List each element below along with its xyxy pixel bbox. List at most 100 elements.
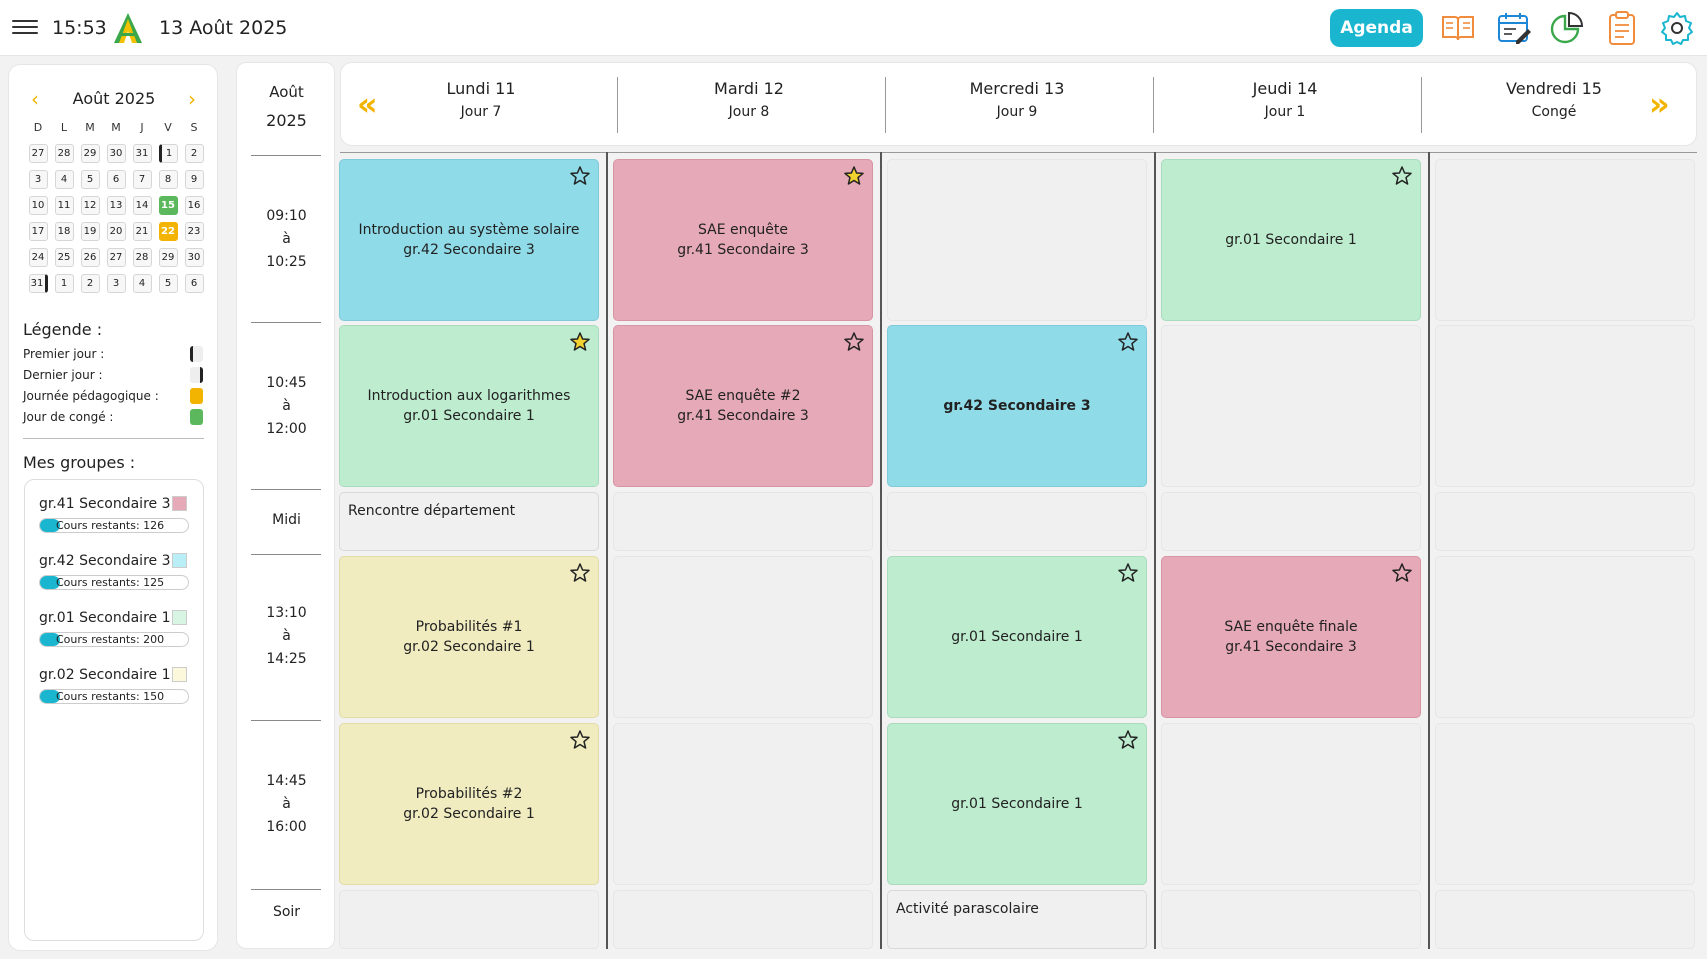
calendar-day[interactable]: 28 — [132, 248, 152, 267]
star-icon[interactable] — [844, 332, 864, 352]
course-slot[interactable]: Probabilités #2 gr.02 Secondaire 1 — [339, 723, 599, 885]
calendar-day[interactable]: 27 — [106, 248, 126, 267]
calendar-day[interactable]: 9 — [184, 170, 204, 189]
evening-slot[interactable]: Activité parascolaire — [887, 890, 1147, 949]
calendar-day[interactable]: 23 — [184, 222, 204, 241]
star-icon[interactable] — [1392, 166, 1412, 186]
calendar-day-pedagogical[interactable]: 22 — [158, 222, 178, 241]
calendar-day[interactable]: 26 — [80, 248, 100, 267]
evening-slot[interactable] — [339, 890, 599, 949]
book-icon[interactable] — [1440, 10, 1476, 46]
star-icon[interactable] — [1118, 730, 1138, 750]
empty-slot[interactable] — [1435, 556, 1695, 718]
calendar-edit-icon[interactable] — [1496, 10, 1532, 46]
noon-slot[interactable]: Rencontre département — [339, 492, 599, 551]
calendar-day[interactable]: 2 — [184, 144, 204, 163]
calendar-day[interactable]: 4 — [54, 170, 74, 189]
calendar-day[interactable]: 16 — [184, 196, 204, 215]
next-month-icon[interactable]: › — [188, 87, 196, 111]
calendar-day[interactable]: 8 — [158, 170, 178, 189]
group-item[interactable]: gr.02 Secondaire 1 Cours restants: 150 — [39, 665, 189, 704]
calendar-day[interactable]: 25 — [54, 248, 74, 267]
calendar-day-holiday[interactable]: 15 — [158, 196, 178, 215]
empty-slot[interactable] — [1161, 325, 1421, 487]
previous-week-icon[interactable]: « — [357, 85, 378, 123]
calendar-day[interactable]: 1 — [54, 274, 74, 293]
agenda-button[interactable]: Agenda — [1330, 9, 1423, 47]
calendar-day[interactable]: 3 — [28, 170, 48, 189]
calendar-day[interactable]: 3 — [106, 274, 126, 293]
empty-slot[interactable] — [887, 159, 1147, 321]
noon-slot[interactable] — [1161, 492, 1421, 551]
time-column: Août 2025 09:10 à 10:25 10:45 à 12:00 Mi… — [236, 62, 335, 949]
noon-slot[interactable] — [1435, 492, 1695, 551]
calendar-day[interactable]: 20 — [106, 222, 126, 241]
calendar-day[interactable]: 21 — [132, 222, 152, 241]
pie-chart-icon[interactable] — [1549, 10, 1585, 46]
group-item[interactable]: gr.42 Secondaire 3 Cours restants: 125 — [39, 551, 189, 590]
course-slot[interactable]: SAE enquête gr.41 Secondaire 3 — [613, 159, 873, 321]
empty-slot[interactable] — [1435, 325, 1695, 487]
menu-icon[interactable] — [12, 16, 38, 40]
calendar-day[interactable]: 12 — [80, 196, 100, 215]
empty-slot[interactable] — [613, 556, 873, 718]
clipboard-icon[interactable] — [1604, 10, 1640, 46]
calendar-day[interactable]: 10 — [28, 196, 48, 215]
gear-icon[interactable] — [1659, 10, 1695, 46]
calendar-day[interactable]: 13 — [106, 196, 126, 215]
calendar-day[interactable]: 27 — [28, 144, 48, 163]
logo — [114, 13, 142, 43]
calendar-day[interactable]: 30 — [184, 248, 204, 267]
group-item[interactable]: gr.41 Secondaire 3 Cours restants: 126 — [39, 494, 189, 533]
calendar-day[interactable]: 7 — [132, 170, 152, 189]
calendar-day[interactable]: 4 — [132, 274, 152, 293]
course-slot[interactable]: gr.01 Secondaire 1 — [1161, 159, 1421, 321]
evening-slot[interactable] — [1161, 890, 1421, 949]
calendar-day[interactable]: 11 — [54, 196, 74, 215]
calendar-day[interactable]: 6 — [106, 170, 126, 189]
star-icon[interactable] — [570, 563, 590, 583]
course-slot[interactable]: SAE enquête finale gr.41 Secondaire 3 — [1161, 556, 1421, 718]
star-icon[interactable] — [570, 730, 590, 750]
course-slot[interactable]: gr.42 Secondaire 3 — [887, 325, 1147, 487]
star-icon[interactable] — [1118, 332, 1138, 352]
previous-month-icon[interactable]: ‹ — [31, 87, 39, 111]
calendar-day[interactable]: 30 — [106, 144, 126, 163]
calendar-day-first-day[interactable]: 1 — [158, 144, 178, 163]
star-icon[interactable] — [570, 166, 590, 186]
course-slot[interactable]: SAE enquête #2 gr.41 Secondaire 3 — [613, 325, 873, 487]
calendar-day[interactable]: 5 — [80, 170, 100, 189]
star-icon[interactable] — [1118, 563, 1138, 583]
calendar-day[interactable]: 5 — [158, 274, 178, 293]
course-slot[interactable]: gr.01 Secondaire 1 — [887, 723, 1147, 885]
evening-slot[interactable] — [613, 890, 873, 949]
empty-slot[interactable] — [613, 723, 873, 885]
course-slot[interactable]: gr.01 Secondaire 1 — [887, 556, 1147, 718]
group-item[interactable]: gr.01 Secondaire 1 Cours restants: 200 — [39, 608, 189, 647]
empty-slot[interactable] — [1435, 723, 1695, 885]
calendar-day[interactable]: 29 — [158, 248, 178, 267]
next-week-icon[interactable]: » — [1649, 85, 1670, 123]
course-slot[interactable]: Introduction aux logarithmes gr.01 Secon… — [339, 325, 599, 487]
noon-slot[interactable] — [887, 492, 1147, 551]
star-filled-icon[interactable] — [570, 332, 590, 352]
course-slot[interactable]: Probabilités #1 gr.02 Secondaire 1 — [339, 556, 599, 718]
calendar-day-last-day[interactable]: 31 — [28, 274, 48, 293]
calendar-day[interactable]: 31 — [132, 144, 152, 163]
evening-slot[interactable] — [1435, 890, 1695, 949]
empty-slot[interactable] — [1435, 159, 1695, 321]
calendar-day[interactable]: 24 — [28, 248, 48, 267]
calendar-day[interactable]: 18 — [54, 222, 74, 241]
course-slot[interactable]: Introduction au système solaire gr.42 Se… — [339, 159, 599, 321]
star-icon[interactable] — [1392, 563, 1412, 583]
calendar-day[interactable]: 19 — [80, 222, 100, 241]
noon-slot[interactable] — [613, 492, 873, 551]
star-filled-icon[interactable] — [844, 166, 864, 186]
calendar-day[interactable]: 6 — [184, 274, 204, 293]
calendar-day[interactable]: 2 — [80, 274, 100, 293]
calendar-day[interactable]: 29 — [80, 144, 100, 163]
calendar-day[interactable]: 28 — [54, 144, 74, 163]
calendar-day[interactable]: 17 — [28, 222, 48, 241]
calendar-day[interactable]: 14 — [132, 196, 152, 215]
empty-slot[interactable] — [1161, 723, 1421, 885]
